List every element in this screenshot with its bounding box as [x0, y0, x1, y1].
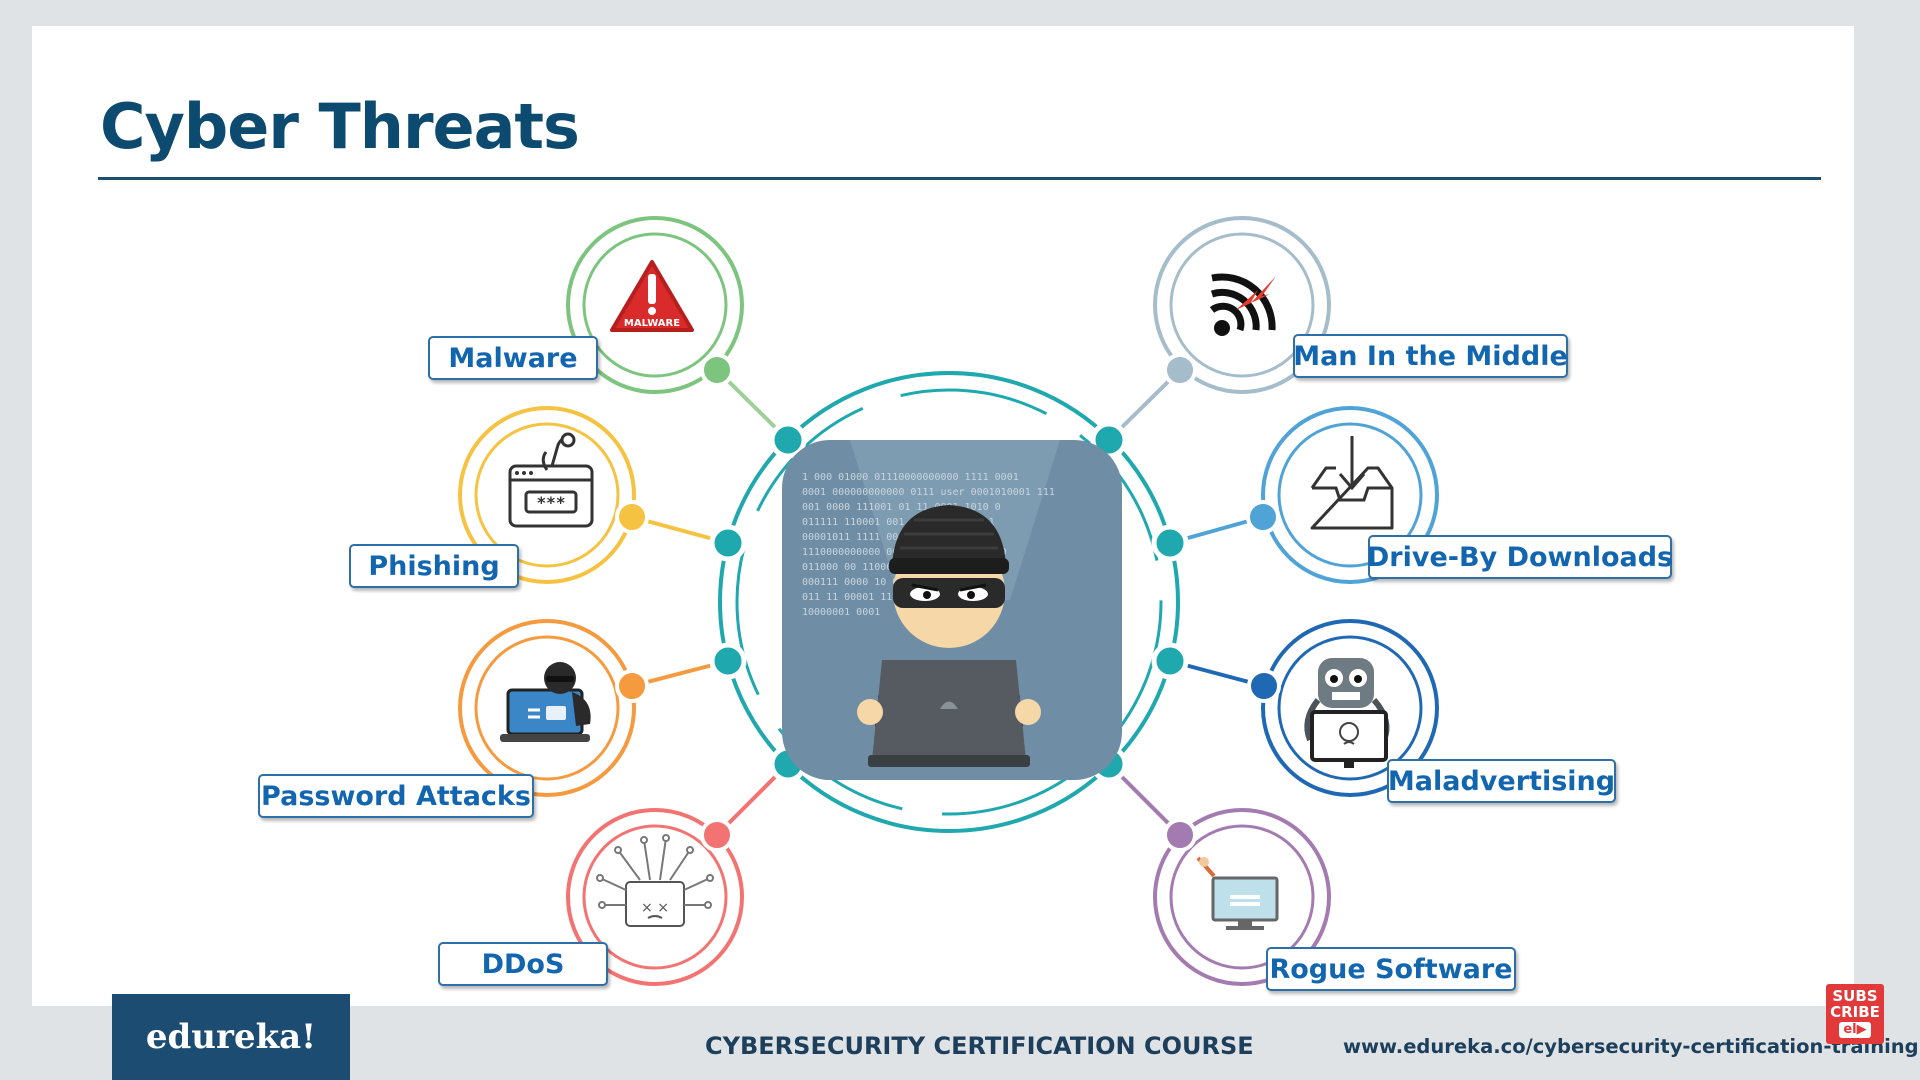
malware-badge-text: MALWARE: [624, 318, 680, 329]
binary-code-line: 011 11 00001 1111 0000 1: [802, 592, 947, 603]
binary-code-line: 001 0000 111001 01 11 0001 1010 0: [802, 502, 1001, 513]
subscribe-text-top: SUBS: [1832, 987, 1878, 1005]
binary-code-line: 000111 0000 10 00001 1111: [802, 577, 953, 588]
binary-code-line: 0001 000000000000 0111 user 0001010001 1…: [802, 487, 1055, 498]
threat-label-man-in-the-middle[interactable]: Man In the Middle: [1293, 334, 1568, 378]
svg-text:***: ***: [537, 493, 566, 512]
svg-text:× ×: × ×: [641, 900, 669, 916]
edureka-logo: edureka!: [112, 994, 350, 1080]
threat-label-drive-by-downloads[interactable]: Drive-By Downloads: [1367, 535, 1673, 579]
hub-node: [709, 524, 747, 562]
title-divider: [98, 177, 1821, 180]
threat-label-malware[interactable]: Malware: [428, 336, 598, 380]
malware-warning-icon: MALWARE: [610, 260, 694, 332]
threat-ring-password: [458, 619, 649, 797]
threat-label-password-attacks[interactable]: Password Attacks: [258, 774, 534, 818]
threat-ring-phishing: [458, 406, 649, 584]
subscribe-text-mid: CRIBE: [1830, 1003, 1880, 1021]
threat-ring-mitm: [1153, 216, 1331, 394]
slide-title: Cyber Threats: [100, 90, 580, 163]
course-url[interactable]: www.edureka.co/cybersecurity-certificati…: [1343, 1035, 1919, 1058]
password-attack-icon: [500, 662, 591, 742]
hub-ring: [718, 371, 1180, 833]
hub-node: [709, 642, 747, 680]
threat-ring-ddos: [566, 808, 744, 986]
threat-label-ddos[interactable]: DDoS: [438, 942, 608, 986]
subscribe-badge: el▶: [1839, 1022, 1871, 1038]
binary-code-line: 10000001 0001: [802, 607, 880, 618]
download-tray-icon: [1310, 436, 1394, 530]
wifi-interception-icon: [1209, 273, 1276, 336]
binary-code-line: 011000 00 110001 1110000: [802, 562, 947, 573]
threat-ring-driveby: [1246, 406, 1439, 584]
threat-ring-rogue: [1153, 808, 1331, 986]
malicious-ad-robot-icon: [1304, 658, 1390, 768]
course-title: CYBERSECURITY CERTIFICATION COURSE: [705, 1032, 1254, 1060]
rogue-monitor-icon: [1196, 856, 1279, 930]
threat-ring-malware: [566, 216, 744, 394]
hub-node: [769, 421, 807, 459]
binary-code-line: 1 000 01000 01110000000000 1111 0001: [802, 472, 1019, 483]
hub-node: [1151, 524, 1189, 562]
threat-ring-maladvertising: [1247, 619, 1439, 797]
subscribe-button[interactable]: SUBS CRIBE el▶: [1826, 984, 1884, 1044]
threat-label-rogue-software[interactable]: Rogue Software: [1266, 947, 1516, 991]
hub-node: [1151, 642, 1189, 680]
hacker-with-laptop-icon: 1 000 01000 01110000000000 1111 0001 0001…: [782, 440, 1122, 780]
binary-code-line: 00001011 1111 00 00001 100: [802, 532, 959, 543]
hub-nodes: [709, 421, 1189, 783]
binary-code-line: 011111 110001 001 1110 0001 0011: [802, 517, 995, 528]
threat-label-maladvertising[interactable]: Maladvertising: [1387, 759, 1616, 803]
phishing-hook-icon: ***: [508, 432, 594, 528]
threat-label-phishing[interactable]: Phishing: [349, 544, 519, 588]
ddos-arrows-icon: × ×: [596, 834, 714, 927]
